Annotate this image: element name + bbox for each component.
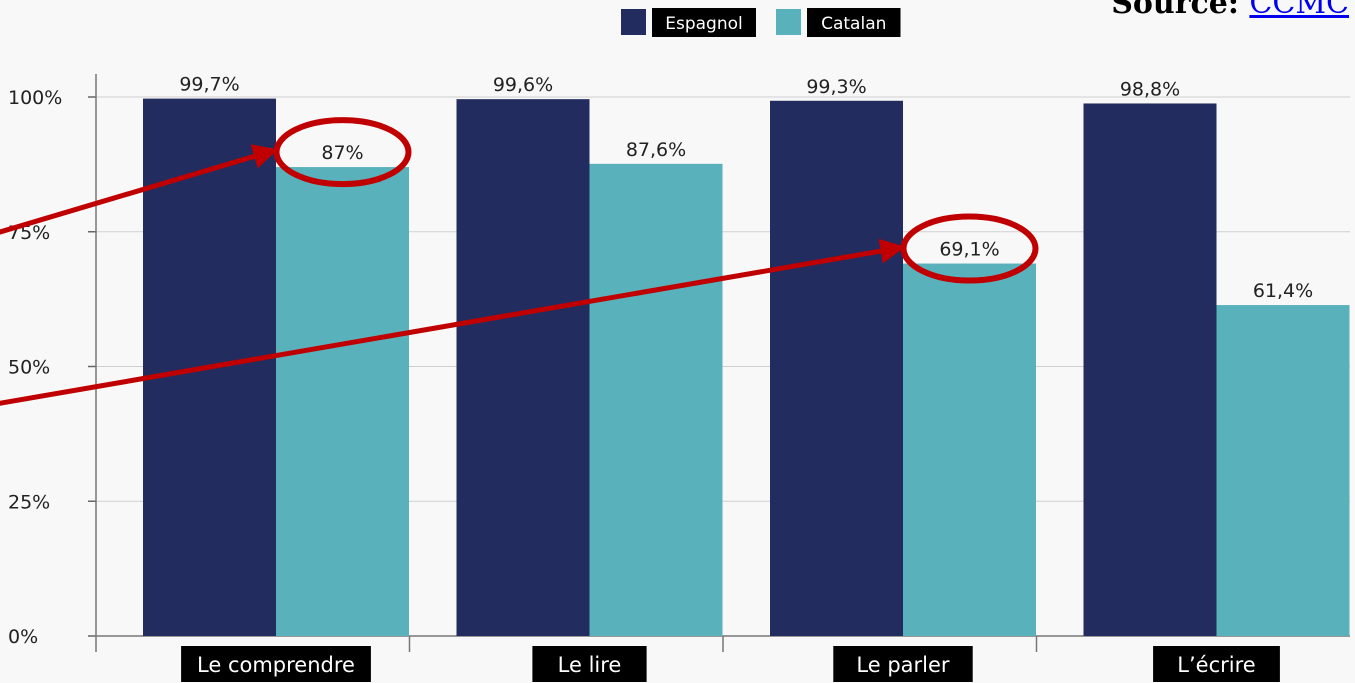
- y-tick-label: 50%: [8, 357, 50, 379]
- data-label: 61,4%: [1253, 280, 1313, 302]
- legend-swatch-catalan: [776, 9, 801, 35]
- data-label: 99,3%: [806, 76, 866, 98]
- source-label: Source:: [1111, 0, 1239, 21]
- data-label: 99,6%: [493, 74, 553, 96]
- category-label-box: [833, 646, 973, 682]
- category-label-box: [532, 646, 647, 682]
- legend-swatch-espagnol: [621, 9, 646, 35]
- data-label: 87%: [321, 142, 363, 164]
- bar-espagnol-3: [1083, 103, 1217, 636]
- source-link[interactable]: CCMC: [1249, 0, 1349, 21]
- category-label-box: [1153, 646, 1280, 682]
- annotation-arrow: [0, 238, 906, 406]
- annotation-arrow: [0, 144, 279, 235]
- bar-espagnol-1: [456, 99, 590, 636]
- data-label: 87,6%: [626, 139, 686, 161]
- category-label: L’écrire: [1177, 653, 1255, 677]
- data-label: 99,7%: [179, 74, 239, 96]
- legend-label: Catalan: [821, 14, 886, 34]
- bar-espagnol-2: [770, 100, 903, 636]
- category-label-box: [181, 646, 371, 682]
- legend-label-box: [807, 8, 901, 37]
- category-label: Le lire: [558, 653, 622, 677]
- category-label: Le parler: [856, 653, 950, 677]
- data-label: 69,1%: [939, 239, 999, 261]
- bar-catalan-2: [903, 263, 1036, 636]
- y-tick-label: 25%: [8, 491, 50, 513]
- legend-label-box: [652, 8, 756, 37]
- legend-label: Espagnol: [665, 14, 743, 34]
- bar-catalan-3: [1216, 305, 1350, 636]
- bar-catalan-1: [589, 163, 723, 636]
- bar-catalan-0: [276, 167, 409, 636]
- y-tick-label: 0%: [8, 626, 38, 648]
- source-credit: Source: CCMC: [1111, 0, 1349, 21]
- category-label: Le comprendre: [197, 653, 355, 677]
- y-tick-label: 100%: [8, 87, 62, 109]
- data-label: 98,8%: [1120, 78, 1180, 100]
